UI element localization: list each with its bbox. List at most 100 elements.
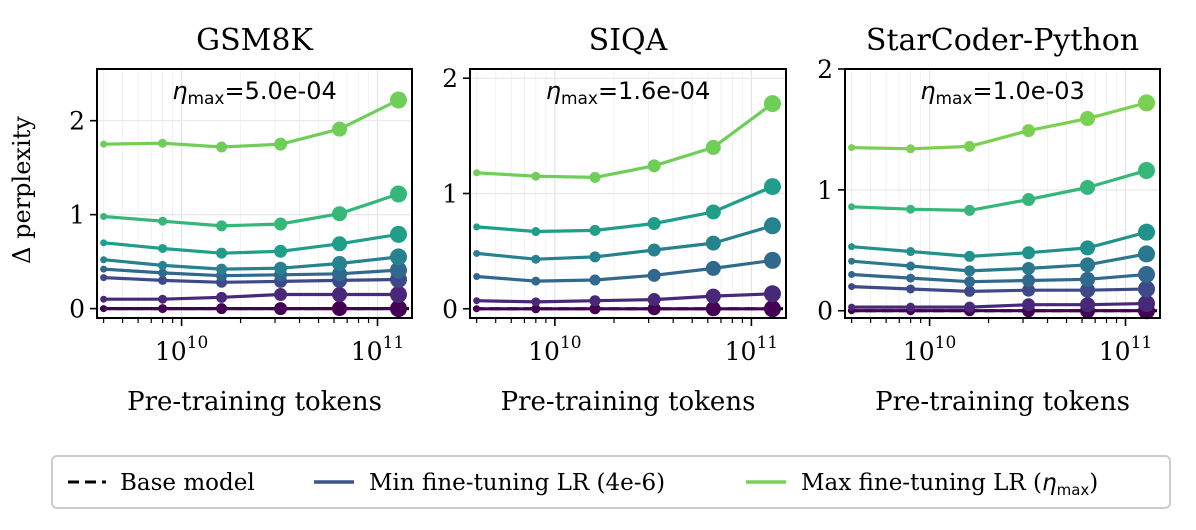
legend-min-label: Min fine-tuning LR (4e-6) [369, 470, 665, 496]
y-tick-label: 1 [817, 176, 833, 205]
data-point [100, 295, 108, 303]
data-point [848, 270, 856, 278]
series-line [103, 292, 399, 301]
series-line [851, 301, 1147, 309]
series-lr4 [473, 217, 781, 264]
data-point [1080, 282, 1096, 298]
series-line [103, 192, 400, 228]
data-point [1080, 271, 1096, 287]
data-point [906, 302, 916, 312]
series-line [103, 232, 399, 255]
data-point [1138, 245, 1156, 263]
series-line [476, 224, 773, 261]
x-tick-label: 1011 [725, 333, 778, 366]
data-point [473, 273, 481, 280]
series-line [851, 101, 1147, 151]
data-point [274, 261, 288, 275]
data-point [964, 250, 976, 262]
eta-max-annotation: ηmax=1.6e-04 [546, 77, 711, 109]
series-line [476, 292, 773, 304]
data-point [531, 276, 541, 286]
data-point [1022, 283, 1036, 297]
data-point [763, 95, 781, 113]
data-point [531, 227, 541, 237]
data-point [906, 204, 916, 214]
data-point [531, 254, 541, 264]
series-line [851, 168, 1147, 212]
data-point [848, 283, 856, 291]
series-lr7 [100, 185, 408, 232]
data-point [705, 301, 721, 317]
y-tick-label: 2 [817, 55, 833, 84]
series-line [476, 185, 774, 234]
data-point [763, 178, 781, 196]
y-tick-label: 0 [69, 295, 85, 324]
data-point [274, 217, 288, 231]
series-lr6 [473, 95, 781, 183]
panel-title: StarCoder-Python [866, 23, 1139, 58]
data-point [216, 220, 228, 232]
x-tick-label: 1011 [351, 333, 404, 366]
data-point [332, 121, 348, 137]
y-axis-label: Δ perplexity [8, 116, 36, 264]
data-point [964, 204, 976, 216]
data-point [906, 273, 916, 283]
series-line [851, 272, 1147, 284]
data-point [647, 293, 661, 307]
data-point [216, 303, 228, 315]
data-point [531, 304, 541, 314]
data-point [589, 303, 601, 315]
data-point [473, 305, 481, 313]
data-point [390, 185, 408, 203]
x-tick-label: 1010 [155, 333, 208, 366]
data-point [964, 301, 976, 313]
y-tick-label: 1 [442, 180, 458, 209]
data-point [848, 243, 856, 251]
x-axis-label: Pre-training tokens [127, 387, 382, 417]
data-point [589, 171, 601, 183]
data-point [1022, 261, 1036, 275]
data-point [390, 286, 408, 304]
series-lr3 [473, 251, 781, 286]
data-point [763, 217, 781, 235]
data-point [1022, 298, 1036, 312]
series-lr8 [848, 94, 1156, 154]
x-tick-label: 1011 [1099, 333, 1152, 366]
data-point [705, 288, 721, 304]
data-point [332, 287, 348, 303]
series-line [476, 102, 774, 179]
legend-frame [51, 455, 1171, 509]
data-point [100, 140, 108, 148]
data-point [1138, 223, 1156, 241]
data-point [848, 303, 856, 311]
data-point [1138, 265, 1156, 283]
data-point [763, 300, 781, 318]
data-point [763, 251, 781, 269]
data-point [647, 159, 661, 173]
data-point [763, 285, 781, 303]
legend: Base model Min fine-tuning LR (4e-6) Max f… [51, 455, 1171, 509]
data-point [589, 274, 601, 286]
data-point [1138, 94, 1156, 112]
data-point [1080, 240, 1096, 256]
series-line [103, 276, 399, 284]
data-point [390, 225, 408, 243]
data-point [964, 285, 976, 297]
panel-1: 0 1 2 1010 1011 GSM8K ηmax=5.0e-04 Pre-training… [69, 23, 413, 417]
data-point [1080, 111, 1096, 127]
data-point [647, 216, 661, 230]
data-point [332, 266, 348, 282]
data-point [964, 140, 976, 152]
series-lr6 [100, 225, 408, 259]
x-tick-label: 1010 [903, 333, 956, 366]
data-point [848, 257, 856, 265]
series-lr2 [100, 286, 408, 304]
data-point [158, 260, 168, 270]
data-point [906, 144, 916, 154]
axes-frame [96, 68, 413, 319]
panel-2: 0 1 2 1010 1011 SIQA ηmax=1.6e-04 Pre-training … [442, 23, 787, 417]
series-lr6 [848, 223, 1156, 262]
data-point [158, 294, 168, 304]
data-point [964, 265, 976, 277]
